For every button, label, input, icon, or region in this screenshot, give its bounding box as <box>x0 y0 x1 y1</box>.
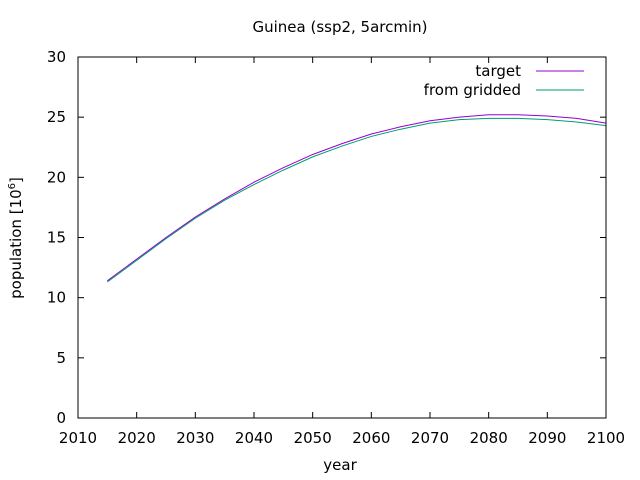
x-axis: 2010 2020 2030 2040 2050 2060 2070 2080 2090 2100 <box>59 57 625 447</box>
plot-frame <box>77 56 607 419</box>
series-line-target <box>107 114 607 282</box>
legend-label-target: target <box>475 62 521 80</box>
x-axis-title: year <box>323 456 357 474</box>
x-tick-label: 2010 <box>59 429 97 447</box>
y-axis: 0 5 10 15 20 25 30 <box>47 48 606 427</box>
x-tick-label: 2050 <box>294 429 332 447</box>
x-tick-label: 2030 <box>176 429 214 447</box>
y-tick-label: 25 <box>47 108 66 126</box>
y-axis-title: population [106] <box>7 177 25 299</box>
y-tick-label: 10 <box>47 289 66 307</box>
x-tick-label: 2060 <box>352 429 390 447</box>
y-axis-title-suffix: ] <box>7 177 25 183</box>
y-axis-title-main: population [10 <box>7 189 25 299</box>
x-tick-label: 2080 <box>470 429 508 447</box>
x-tick-label: 2090 <box>528 429 566 447</box>
x-tick-label: 2070 <box>411 429 449 447</box>
x-tick-label: 2020 <box>118 429 156 447</box>
y-axis-title-exponent: 6 <box>7 183 18 189</box>
y-tick-label: 30 <box>47 48 66 66</box>
series-line-from-gridded <box>107 117 607 283</box>
chart-title: Guinea (ssp2, 5arcmin) <box>252 18 427 36</box>
series-layer <box>107 114 607 283</box>
y-tick-label: 0 <box>56 409 66 427</box>
x-tick-label: 2100 <box>587 429 625 447</box>
legend-label-from-gridded: from gridded <box>424 81 521 99</box>
x-tick-label: 2040 <box>235 429 273 447</box>
y-tick-label: 15 <box>47 229 66 247</box>
y-tick-label: 5 <box>56 349 66 367</box>
y-tick-label: 20 <box>47 168 66 186</box>
